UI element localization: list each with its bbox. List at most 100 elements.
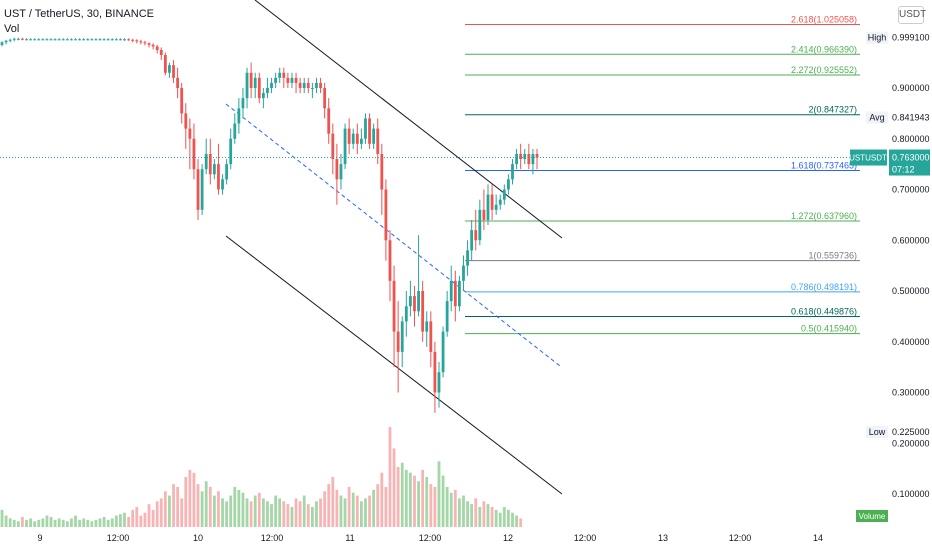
volume-bar bbox=[449, 492, 453, 527]
candle-body bbox=[315, 82, 318, 88]
volume-bar bbox=[151, 509, 155, 527]
candle-body bbox=[266, 88, 269, 94]
candle-body bbox=[515, 153, 518, 165]
volume-tag-box bbox=[856, 510, 888, 522]
volume-bar bbox=[466, 501, 469, 527]
high-label: High bbox=[868, 33, 887, 43]
volume-bar bbox=[229, 495, 233, 527]
candle-body bbox=[351, 133, 355, 144]
candle-body bbox=[490, 194, 494, 210]
volume-bar bbox=[396, 467, 400, 527]
candle-body bbox=[319, 82, 322, 88]
candle-body bbox=[49, 39, 53, 41]
volume-bar bbox=[437, 461, 441, 527]
avg-label: Avg bbox=[869, 112, 884, 122]
fib-label: 0.618(0.449876) bbox=[791, 306, 857, 316]
volume-bar bbox=[290, 507, 294, 527]
volume-bar bbox=[139, 515, 143, 527]
volume-bar bbox=[274, 495, 278, 527]
x-tick-label: 10 bbox=[193, 533, 203, 543]
volume-bar bbox=[245, 498, 249, 527]
candle-body bbox=[8, 39, 12, 41]
y-tick-label: 0.200000 bbox=[892, 438, 930, 448]
candle-body bbox=[225, 164, 229, 180]
volume-bar bbox=[478, 507, 482, 527]
volume-bar bbox=[470, 504, 474, 527]
candle-body bbox=[37, 39, 41, 41]
volume-bar bbox=[98, 518, 102, 527]
volume-bar bbox=[282, 501, 286, 527]
candle-body bbox=[168, 65, 171, 73]
candle-body bbox=[208, 153, 212, 175]
x-tick-label: 12:00 bbox=[729, 533, 752, 543]
volume-bar bbox=[155, 501, 159, 527]
candle-body bbox=[466, 250, 469, 266]
volume-bar bbox=[364, 498, 367, 527]
candle-body bbox=[502, 189, 506, 200]
low-price: 0.225000 bbox=[892, 427, 930, 437]
volume-bar bbox=[498, 512, 502, 527]
volume-bar bbox=[127, 517, 131, 527]
volume-bar bbox=[208, 487, 212, 527]
candle-body bbox=[486, 194, 490, 220]
candle-body bbox=[462, 265, 465, 281]
volume-bar bbox=[119, 514, 122, 527]
volume-bar bbox=[94, 519, 98, 527]
volume-bar bbox=[286, 504, 290, 527]
chart-title: UST / TetherUS, 30, BINANCE bbox=[4, 8, 154, 20]
candle-body bbox=[376, 128, 380, 154]
volume-bar bbox=[294, 498, 298, 527]
candle-body bbox=[306, 82, 310, 88]
candle-body bbox=[327, 108, 331, 134]
volume-bar bbox=[298, 501, 302, 527]
volume-bar bbox=[147, 504, 151, 527]
candle-body bbox=[421, 291, 425, 332]
candle-body bbox=[261, 93, 265, 99]
low-label: Low bbox=[869, 427, 886, 437]
candle-body bbox=[294, 77, 298, 83]
current-price-value: 0.763000 bbox=[892, 153, 930, 163]
candle-body bbox=[511, 164, 514, 180]
candle-body bbox=[507, 179, 510, 190]
candle-body bbox=[400, 321, 404, 352]
avg-price: 0.841943 bbox=[892, 112, 930, 122]
volume-bar bbox=[400, 462, 404, 527]
volume-bar bbox=[41, 518, 45, 527]
volume-bar bbox=[70, 518, 73, 527]
volume-bar bbox=[388, 427, 392, 527]
candle-body bbox=[0, 42, 4, 45]
candle-body bbox=[278, 72, 282, 78]
candle-body bbox=[274, 77, 278, 83]
volume-bar bbox=[490, 507, 494, 527]
channel-upper-line bbox=[254, 0, 563, 239]
candle-body bbox=[433, 351, 437, 393]
candle-body bbox=[368, 118, 371, 144]
y-tick-label: 0.300000 bbox=[892, 388, 930, 398]
currency-button[interactable]: USDT bbox=[898, 6, 926, 24]
candle-body bbox=[482, 209, 486, 220]
volume-tag-label: Volume bbox=[859, 512, 886, 521]
volume-label: Vol bbox=[4, 23, 20, 35]
volume-bar bbox=[21, 517, 24, 527]
current-symbol-label: USTUSDT bbox=[849, 154, 887, 163]
y-tick-label: 0.700000 bbox=[892, 185, 930, 195]
volume-bar bbox=[143, 512, 147, 527]
candle-body bbox=[535, 153, 539, 158]
fib-label: 2(0.847327) bbox=[808, 105, 857, 115]
volume-bar bbox=[225, 501, 229, 527]
candle-body bbox=[441, 331, 445, 373]
candle-body bbox=[270, 82, 273, 88]
candle-body bbox=[527, 153, 531, 165]
candle-body bbox=[253, 77, 257, 88]
candle-body bbox=[45, 39, 49, 41]
volume-bar bbox=[212, 495, 216, 527]
candle-body bbox=[257, 77, 261, 99]
candle-body bbox=[331, 133, 335, 160]
x-tick-label: 12 bbox=[503, 533, 513, 543]
candle-body bbox=[323, 88, 327, 109]
volume-bar bbox=[429, 484, 433, 527]
candle-body bbox=[159, 49, 163, 56]
candle-body bbox=[53, 39, 57, 41]
candle-body bbox=[151, 44, 155, 47]
